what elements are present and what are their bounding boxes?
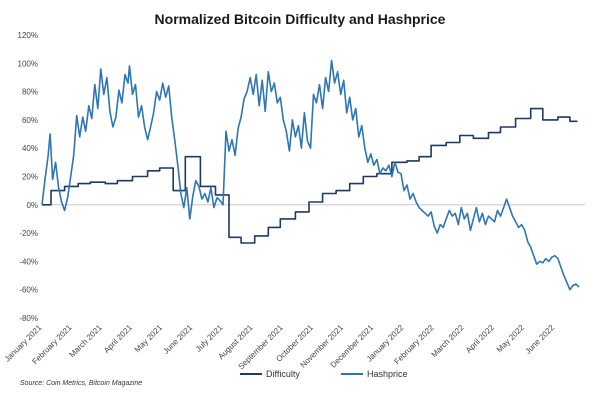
x-tick-label: June 2021 xyxy=(161,323,194,356)
series-line-hashprice xyxy=(41,59,580,291)
plot-area xyxy=(41,59,580,291)
x-tick-label: June 2022 xyxy=(523,323,556,356)
y-tick-label: 20% xyxy=(22,173,38,182)
y-tick-label: -80% xyxy=(19,314,38,323)
legend: Difficulty Hashprice xyxy=(240,369,408,379)
y-tick-label: 0% xyxy=(26,201,38,210)
y-tick-label: -20% xyxy=(19,229,38,238)
y-axis: 120% 100% 80% 60% 40% 20% 0% -20% -40% -60% -80% xyxy=(18,31,38,323)
y-tick-label: 80% xyxy=(22,88,38,97)
legend-label-hashprice: Hashprice xyxy=(367,369,408,379)
source-note: Source: Coin Metrics, Bitcoin Magazine xyxy=(20,380,142,387)
x-tick-label: April 2022 xyxy=(464,323,496,355)
legend-label-difficulty: Difficulty xyxy=(266,369,300,379)
x-tick-label: May 2021 xyxy=(133,323,165,355)
y-tick-label: 120% xyxy=(18,31,38,40)
y-tick-label: 40% xyxy=(22,144,38,153)
chart-title: Normalized Bitcoin Difficulty and Hashpr… xyxy=(155,11,446,27)
x-tick-label: May 2022 xyxy=(495,323,527,355)
x-tick-label: April 2021 xyxy=(102,323,134,355)
series-line-difficulty xyxy=(42,107,578,244)
y-tick-label: -60% xyxy=(19,286,38,295)
x-tick-label: July 2021 xyxy=(194,323,225,354)
y-tick-label: 60% xyxy=(22,116,38,125)
y-tick-label: 100% xyxy=(18,59,38,68)
y-tick-label: -40% xyxy=(19,257,38,266)
x-tick-label: March 2022 xyxy=(430,323,467,360)
x-tick-label: March 2021 xyxy=(68,323,105,360)
